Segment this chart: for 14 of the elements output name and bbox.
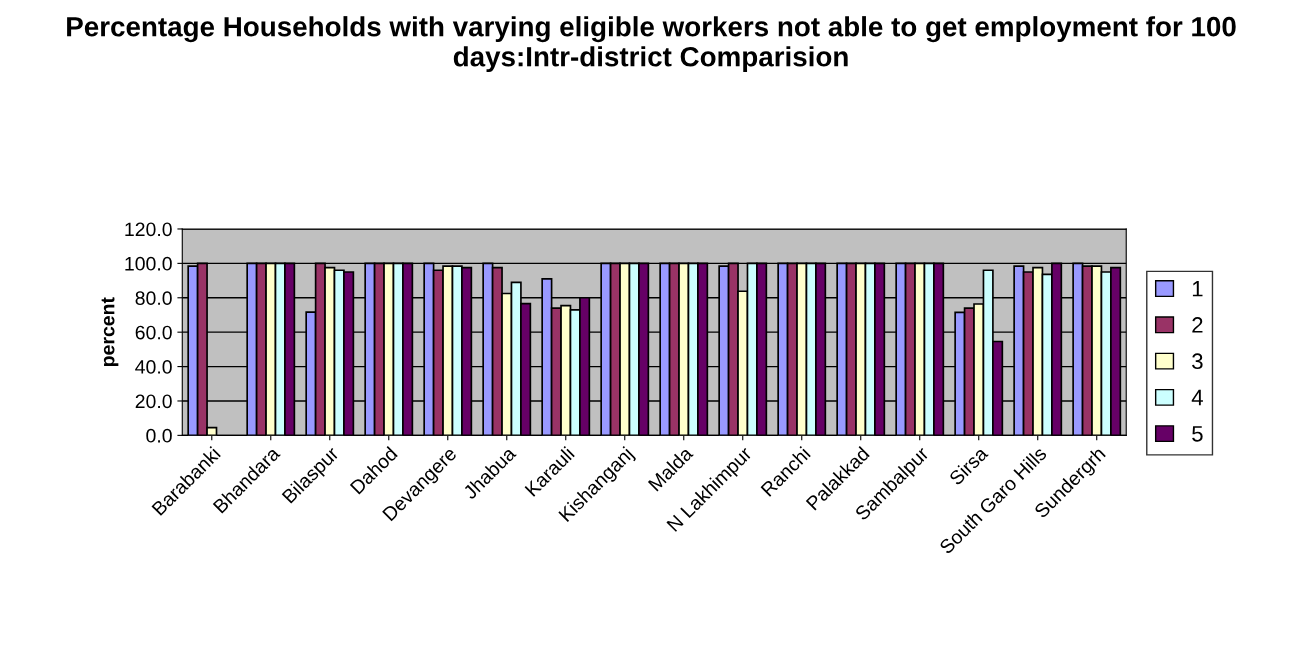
legend-label: 5 (1192, 426, 1203, 442)
legend-label: 3 (1192, 353, 1203, 370)
y-tick-label: 100.0 (125, 256, 172, 271)
y-tick-label: 0.0 (146, 428, 172, 443)
legend-label: 4 (1191, 389, 1203, 406)
legend-label: 2 (1192, 317, 1203, 333)
y-tick-label: 60.0 (135, 325, 172, 340)
y-tick-label: 80.0 (135, 291, 172, 306)
y-tick-label: 20.0 (135, 394, 172, 409)
chart-title: Percentage Households with varying eligible workers not able to get employment for 100 days:Intr-district Comparision (67, 16, 1236, 73)
y-axis-title: percent (101, 297, 119, 367)
y-tick-label: 40.0 (135, 360, 172, 374)
legend-label: 1 (1192, 281, 1203, 297)
y-tick-label: 120.0 (125, 222, 172, 237)
